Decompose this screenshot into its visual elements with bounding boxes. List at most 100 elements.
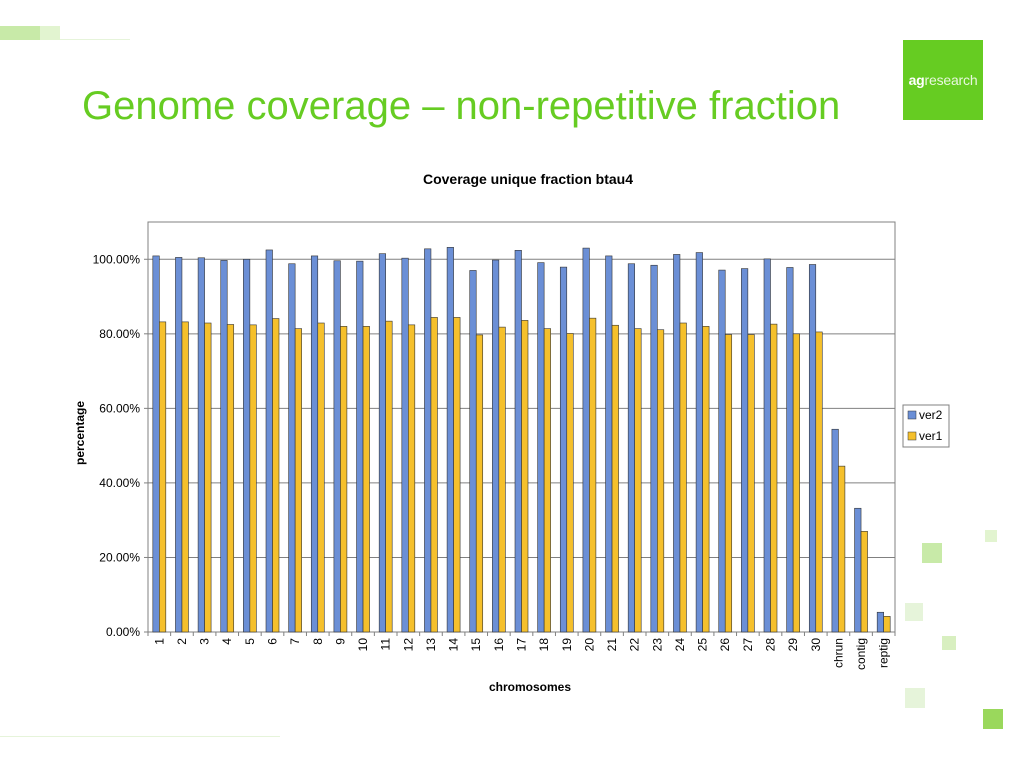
x-tick-label: 17 [515,638,529,652]
bar-ver2-6 [265,249,273,633]
bar-ver1-20 [589,317,597,633]
x-tick-label: 23 [650,638,664,652]
slide-title: Genome coverage – non-repetitive fractio… [82,84,841,128]
x-tick-label: 16 [492,638,506,652]
decor-square-right-1 [922,543,942,563]
x-tick-label: 29 [786,638,800,652]
bar-ver2-17 [514,250,522,633]
bar-ver1-23 [657,329,665,633]
bar-ver1-2 [181,321,189,633]
x-tick-label: 30 [809,638,823,652]
bar-ver2-7 [288,263,296,633]
logo-bold-text: ag [908,72,925,88]
x-tick-label: 19 [560,638,574,652]
y-tick-label: 20.00% [99,550,140,564]
bar-ver1-13 [430,317,438,633]
bar-ver2-20 [582,247,590,633]
bar-ver2-11 [378,253,386,633]
bar-ver2-2 [175,257,183,633]
bar-ver2-23 [650,264,658,633]
bar-ver1-15 [475,334,484,633]
bar-ver2-reptig [876,611,884,633]
legend-swatch-ver2 [907,410,917,420]
decor-bar-top-left-1 [0,26,40,40]
y-tick-label: 80.00% [99,327,140,341]
bar-ver2-15 [469,270,477,633]
bar-ver1-30 [815,331,823,633]
bar-ver1-25 [702,326,710,633]
bar-ver1-3 [204,322,212,633]
bar-ver2-contig [854,507,862,633]
bar-ver2-12 [401,257,409,633]
bar-ver2-9 [333,260,341,633]
x-tick-label: 26 [718,638,732,652]
bar-ver1-chrun [838,465,846,633]
bar-ver1-18 [543,328,551,633]
x-tick-label: contig [854,638,868,670]
bar-ver1-4 [226,324,235,633]
x-tick-label: 20 [582,638,596,652]
bar-ver1-1 [159,321,167,633]
x-tick-label: 8 [311,638,325,645]
x-axis-label: chromosomes [489,680,571,694]
bars-group [152,247,891,633]
x-tick-label: 4 [220,638,234,645]
x-tick-label: 28 [764,638,778,652]
bar-ver2-26 [718,269,726,633]
decor-line-bottom [0,736,280,737]
bar-ver1-27 [747,334,755,633]
x-tick-label: chrun [831,638,845,668]
bar-ver2-25 [695,252,703,633]
chart-title: Coverage unique fraction btau4 [423,171,633,187]
bar-ver1-contig [860,531,868,633]
bar-ver1-26 [724,334,733,633]
decor-square-right-2 [985,530,997,542]
decor-square-right-3 [905,603,923,621]
bar-ver1-14 [453,317,461,633]
agresearch-logo: agresearch [903,40,983,120]
decor-bar-top-left-2 [40,26,60,40]
y-axis-ticks: 0.00% 20.00% 40.00% 60.00% 80.00% 100.00% [93,252,148,639]
y-tick-label: 40.00% [99,476,140,490]
bar-ver1-5 [249,324,257,633]
decor-line-top-left [60,39,130,40]
legend-label-ver1: ver1 [919,429,943,443]
bar-ver1-21 [611,324,619,633]
legend-label-ver2: ver2 [919,408,943,422]
bar-ver1-16 [498,326,506,633]
bar-ver1-9 [340,326,348,633]
bar-ver2-8 [310,255,319,633]
y-tick-label: 60.00% [99,401,140,415]
x-tick-label: 13 [424,638,438,652]
bar-ver2-30 [808,264,817,633]
bar-ver1-11 [385,320,393,633]
x-tick-label: 10 [356,638,370,652]
bar-ver1-24 [679,322,687,633]
x-tick-label: 27 [741,638,755,652]
bar-ver2-16 [492,259,500,633]
bar-ver2-27 [741,268,749,633]
legend: ver2 ver1 [902,404,950,448]
bar-ver1-6 [272,318,280,633]
decor-square-right-5 [905,688,925,708]
x-tick-label: 9 [333,638,347,645]
bar-ver2-29 [786,267,794,633]
bar-ver1-19 [566,333,574,633]
bar-ver1-17 [521,320,529,633]
x-tick-label: 11 [379,638,393,651]
x-tick-label: 18 [537,638,551,652]
x-tick-label: 6 [266,638,280,645]
bar-ver2-21 [605,255,613,633]
bar-ver1-22 [634,328,642,633]
x-tick-label: 25 [696,638,710,652]
bar-ver2-22 [627,263,635,633]
bar-ver1-10 [362,326,370,633]
bar-ver1-reptig [883,616,891,633]
bar-ver2-1 [152,255,160,633]
x-tick-label: 7 [288,638,302,645]
x-tick-label: 2 [175,638,189,645]
x-tick-label: 15 [469,638,483,652]
bar-ver2-13 [424,248,432,633]
y-tick-label: 0.00% [106,625,140,639]
